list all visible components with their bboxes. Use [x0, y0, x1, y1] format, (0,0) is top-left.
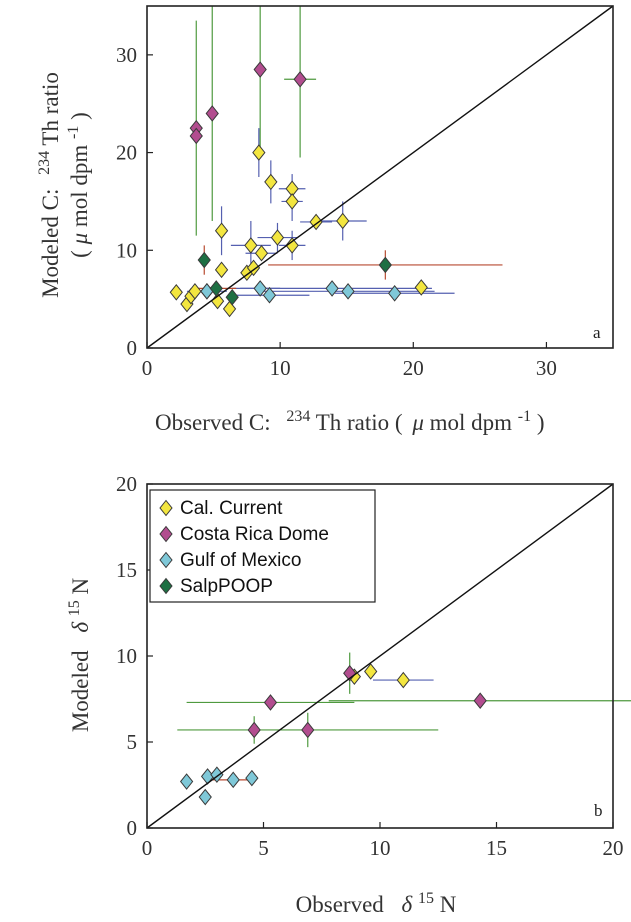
data-point	[189, 127, 203, 145]
data-point	[285, 193, 299, 210]
data-point	[188, 283, 202, 300]
y-tick-label: 20	[116, 141, 137, 165]
data-point	[247, 721, 261, 739]
legend-entry-cal-current: Cal. Current	[180, 498, 283, 519]
data-point	[198, 788, 212, 806]
y-tick-label: 20	[116, 472, 137, 496]
y-tick-label: 0	[127, 336, 138, 360]
data-point	[414, 279, 428, 296]
panel-b-x-axis-label: Observed δ 15 N	[296, 883, 457, 917]
y-tick-label: 30	[116, 43, 137, 67]
data-point	[222, 300, 237, 318]
data-point	[253, 61, 267, 78]
x-tick-label: 10	[370, 836, 391, 860]
legend-frame	[149, 489, 376, 603]
data-point	[179, 773, 194, 790]
data-point	[226, 771, 240, 789]
data-point	[253, 280, 267, 297]
x-tick-label: 15	[486, 836, 507, 860]
data-point	[252, 144, 266, 161]
panel-a-y-ticks: 0 10 20 30	[116, 43, 153, 360]
legend-marker-costa-rica-dome	[159, 525, 173, 543]
data-point	[301, 721, 315, 739]
legend-entry-costa-rica-dome: Costa Rica Dome	[180, 524, 329, 545]
panel-a-one-to-one-line	[146, 5, 614, 349]
y-tick-label: 10	[116, 644, 137, 668]
data-point	[209, 280, 223, 297]
legend-marker-cal-current	[159, 499, 173, 517]
y-tick-label: 0	[127, 816, 138, 840]
panel-b-chart: 0 5 10 15 20 0 5 10 15 20 b Observed δ 15 N Mode…	[59, 472, 631, 917]
panel-b-letter: b	[594, 801, 603, 820]
data-point	[254, 244, 269, 262]
legend-entry-salppoop: SalpPOOP	[180, 576, 273, 597]
x-tick-label: 0	[142, 356, 153, 380]
data-point	[473, 692, 487, 710]
y-tick-label: 15	[116, 558, 137, 582]
panel-a-chart: 0 10 20 30 0 10 20 30 a Observed C: 234 Th rat…	[29, 5, 614, 435]
data-point	[263, 694, 278, 711]
panel-a-error-bars	[186, 6, 503, 296]
data-point	[364, 663, 378, 680]
panel-b-error-bars	[177, 652, 631, 781]
data-point	[245, 769, 259, 787]
data-point	[225, 288, 239, 306]
panel-b-legend: Cal. Current Costa Rica Dome Gulf of Mex…	[149, 489, 376, 603]
data-point	[285, 237, 299, 254]
x-tick-label: 0	[142, 836, 153, 860]
data-point	[270, 229, 285, 246]
panel-b-x-ticks: 0 5 10 15 20	[142, 822, 624, 860]
data-point	[264, 173, 278, 191]
panel-a-y-axis-label-line1: Modeled C: 234 Th ratio	[29, 72, 63, 298]
data-point	[197, 251, 211, 269]
data-point	[169, 284, 183, 301]
x-tick-label: 20	[403, 356, 424, 380]
panel-a-plot-frame	[146, 5, 614, 349]
panel-b-y-ticks: 0 5 10 15 20	[116, 472, 153, 840]
panel-a-letter: a	[593, 323, 601, 342]
legend-entry-gulf-of-mexico: Gulf of Mexico	[180, 550, 301, 571]
x-tick-label: 10	[270, 356, 291, 380]
data-point	[205, 105, 219, 122]
data-point	[214, 261, 229, 279]
y-tick-label: 5	[127, 730, 138, 754]
panel-a-x-axis-label: Observed C: 234 Th ratio ( μ mol dpm -1 …	[155, 401, 545, 435]
data-point	[341, 283, 355, 300]
data-point	[214, 222, 229, 240]
data-point	[244, 237, 258, 254]
y-tick-label: 10	[116, 238, 137, 262]
data-point	[262, 286, 277, 304]
data-point	[293, 70, 307, 88]
x-tick-label: 20	[603, 836, 624, 860]
data-point	[396, 671, 410, 689]
panel-a-points	[169, 61, 428, 318]
data-point	[336, 212, 350, 230]
panel-b-one-to-one-line	[146, 483, 614, 829]
panel-b-y-axis-label: Modeled δ 15 N	[59, 577, 93, 732]
panel-b-points	[179, 663, 487, 806]
data-point	[200, 283, 214, 300]
legend-marker-gulf-of-mexico	[159, 551, 173, 569]
data-point	[325, 280, 339, 297]
x-tick-label: 5	[258, 836, 269, 860]
data-point	[378, 256, 392, 274]
data-point	[388, 284, 402, 302]
x-tick-label: 30	[536, 356, 557, 380]
panel-a-y-axis-label-line2: ( μ mol dpm -1 )	[58, 112, 92, 258]
legend-marker-salppoop	[159, 577, 173, 595]
panel-a-x-ticks: 0 10 20 30	[142, 342, 557, 380]
